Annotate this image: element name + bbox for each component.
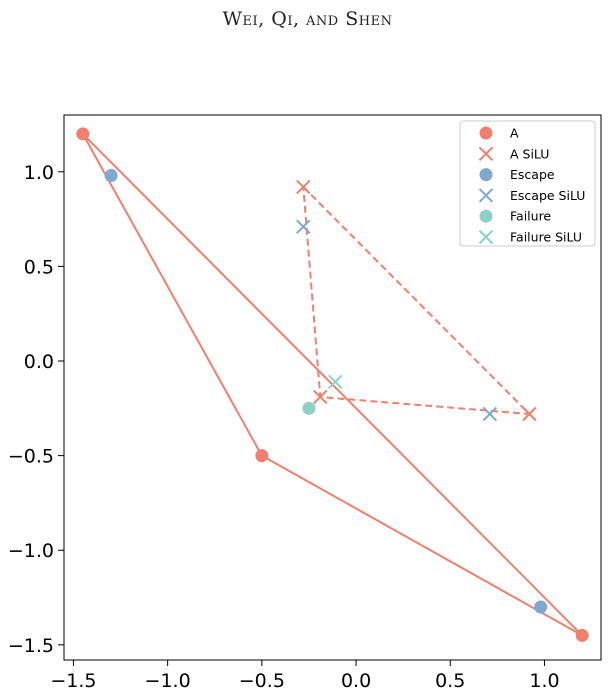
legend-item-escape-silu: Escape SiLU	[478, 188, 585, 203]
point-escape-silu-0	[296, 219, 311, 234]
legend-item-a: A	[479, 126, 519, 141]
legend: A A SiLU Escape Escape SiLU Failure Failure S…	[459, 120, 596, 247]
y-tick-label: −1.0	[8, 540, 54, 562]
y-tick-label: −0.5	[8, 446, 54, 468]
legend-marker-failure	[479, 209, 493, 223]
point-escape-0	[104, 169, 118, 183]
y-tick-label: −1.5	[8, 635, 54, 657]
legend-label-failure: Failure	[510, 209, 551, 224]
x-tick-label: 0.5	[435, 670, 465, 690]
point-a-0	[76, 127, 90, 141]
point-failure-silu-0	[328, 374, 343, 390]
y-tick-label: 0.5	[24, 256, 54, 278]
point-escape-silu-1	[482, 406, 498, 422]
legend-label-a-silu: A SiLU	[510, 146, 549, 161]
y-tick-label: 1.0	[24, 162, 54, 184]
point-a-silu-1	[522, 406, 537, 422]
x-axis-ticks: −1.5 −1.0 −0.5 0.0 0.5 1.0	[50, 660, 560, 690]
legend-item-escape: Escape	[479, 167, 555, 182]
point-escape-1	[534, 600, 548, 614]
legend-label-escape: Escape	[510, 167, 555, 182]
legend-box	[459, 120, 596, 247]
legend-label-a: A	[510, 126, 519, 141]
legend-marker-escape	[479, 168, 493, 182]
series-markers	[76, 127, 589, 642]
y-tick-label: 0.0	[24, 351, 54, 373]
legend-item-failure: Failure	[479, 209, 551, 224]
series-line-a-silu	[302, 186, 533, 416]
legend-marker-a-silu	[478, 146, 494, 162]
plot-area-frame	[63, 114, 602, 661]
legend-marker-a	[479, 126, 493, 140]
point-a-silu-2	[313, 389, 328, 405]
legend-item-failure-silu: Failure SiLU	[478, 229, 582, 245]
legend-item-a-silu: A SiLU	[478, 146, 549, 162]
x-tick-label: 1.0	[529, 670, 559, 690]
legend-label-escape-silu: Escape SiLU	[510, 188, 585, 203]
legend-label-failure-silu: Failure SiLU	[510, 230, 582, 245]
legend-marker-failure-silu	[478, 229, 494, 245]
point-failure-0	[302, 401, 316, 415]
x-tick-label: −1.0	[145, 670, 191, 690]
y-axis-ticks: 1.0 0.5 0.0 −0.5 −1.0 −1.5	[8, 162, 64, 657]
x-tick-label: −1.5	[50, 670, 96, 690]
legend-marker-escape-silu	[478, 188, 494, 203]
point-a-silu-0	[296, 179, 311, 195]
point-a-1	[575, 628, 589, 642]
running-header: Wei, Qi, and Shen	[222, 8, 393, 30]
point-a-2	[255, 449, 269, 463]
x-tick-label: −0.5	[239, 670, 285, 690]
x-tick-label: 0.0	[341, 670, 371, 690]
